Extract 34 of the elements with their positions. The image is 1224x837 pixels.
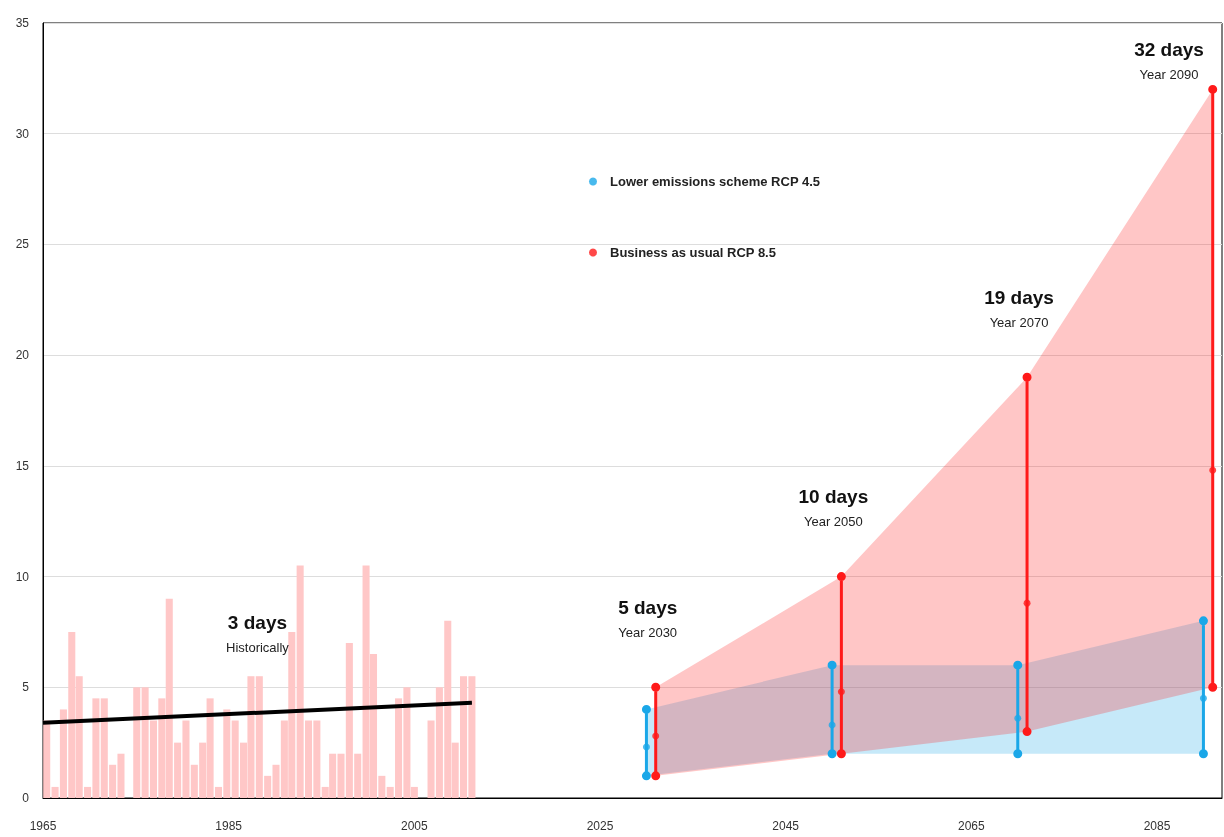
annotation: Historically bbox=[226, 640, 290, 656]
y-tick-label: 0 bbox=[22, 791, 30, 805]
point bbox=[1199, 694, 1207, 702]
annotation: 19 days bbox=[984, 286, 1054, 308]
point bbox=[837, 688, 845, 696]
annotation: 10 days bbox=[798, 486, 869, 508]
y-tick-label: 20 bbox=[15, 348, 30, 363]
x-tick-label: 2025 bbox=[586, 819, 614, 833]
x-tick-label: 1985 bbox=[215, 819, 243, 833]
point bbox=[642, 743, 650, 751]
legend-label: Business as usual RCP 8.5 bbox=[610, 245, 776, 260]
point bbox=[1209, 466, 1217, 474]
y-tick-label: 15 bbox=[15, 458, 30, 473]
annotation: 3 days bbox=[227, 612, 288, 634]
y-tick-label: 30 bbox=[15, 126, 30, 141]
y-tick-label: 10 bbox=[15, 569, 30, 584]
annotation: Year 2070 bbox=[989, 314, 1049, 330]
x-tick-label: 2065 bbox=[957, 819, 986, 833]
annotation: Year 2050 bbox=[803, 514, 863, 530]
y-tick-label: 5 bbox=[22, 680, 30, 695]
y-tick-label: 35 bbox=[15, 16, 30, 30]
point bbox=[1014, 714, 1022, 722]
x-tick-label: 2005 bbox=[400, 819, 429, 833]
annotation: Year 2030 bbox=[618, 624, 678, 640]
bar bbox=[133, 687, 141, 798]
annotation: 32 days bbox=[1134, 38, 1204, 60]
x-tick-label: 2045 bbox=[772, 819, 800, 833]
point bbox=[652, 732, 660, 740]
annotation: Year 2090 bbox=[1139, 66, 1199, 82]
annotation: 5 days bbox=[618, 596, 678, 618]
x-tick-label: 2085 bbox=[1143, 819, 1171, 833]
legend-label: Lower emissions scheme RCP 4.5 bbox=[610, 174, 821, 189]
x-tick-label: 1965 bbox=[29, 819, 57, 833]
y-tick-label: 25 bbox=[15, 237, 30, 252]
